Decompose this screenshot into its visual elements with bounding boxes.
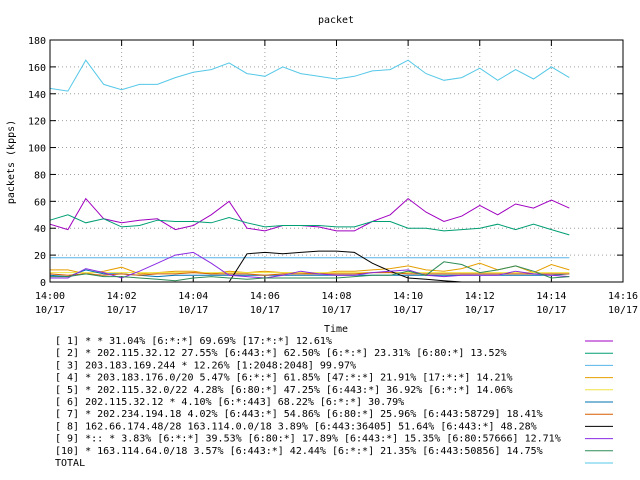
plot-frame — [49, 39, 624, 283]
y-tick-label: 120 — [28, 117, 46, 128]
y-tick-label: 160 — [28, 63, 46, 74]
y-tick-label: 60 — [34, 197, 46, 208]
x-tick-label-time: 14:12 — [465, 291, 495, 302]
series-line-11 — [49, 59, 570, 92]
x-tick-label-time: 14:14 — [536, 291, 566, 302]
series-line-1 — [49, 197, 570, 232]
x-axis-label: Time — [324, 324, 348, 335]
chart-title: packet — [318, 15, 354, 26]
legend-entry-2: [ 2] * 202.115.32.12 27.55% [6:443:*] 62… — [55, 348, 507, 359]
x-tick-label-time: 14:00 — [35, 291, 65, 302]
legend-entry-4: [ 4] * 203.183.176.0/20 5.47% [6:*:*] 61… — [55, 373, 513, 384]
legend: [ 1] * * 31.04% [6:*:*] 69.69% [17:*:*] … — [55, 336, 613, 469]
axis-ticks: 0 20 40 60 80 100 120 140 160 180 14:00 10/17 14:02 1… — [28, 36, 638, 316]
x-tick-label-time: 14:02 — [107, 291, 137, 302]
x-tick-label-date: 10/17 — [321, 305, 351, 316]
series-line-2 — [49, 214, 570, 236]
y-tick-label: 0 — [40, 278, 46, 289]
x-tick-label-date: 10/17 — [393, 305, 423, 316]
series-line-9 — [50, 251, 570, 279]
legend-entry-8: [ 8] 162.66.174.48/28 163.114.0.0/18 3.8… — [55, 421, 537, 432]
legend-entry-11: TOTAL — [55, 458, 85, 469]
y-tick-label: 180 — [28, 36, 46, 47]
x-tick-label-time: 14:04 — [178, 291, 208, 302]
series-line-10 — [50, 261, 570, 282]
legend-entry-5: [ 5] * 202.115.32.0/22 4.28% [6:80:*] 47… — [55, 385, 513, 396]
x-tick-label-date: 10/17 — [465, 305, 495, 316]
x-tick-label-date: 10/17 — [250, 305, 280, 316]
x-tick-label-date: 10/17 — [608, 305, 638, 316]
y-tick-label: 80 — [34, 170, 46, 181]
grid-lines — [50, 40, 623, 282]
legend-entry-7: [ 7] * 202.234.194.18 4.02% [6:443:*] 54… — [55, 409, 543, 420]
x-tick-label-time: 14:16 — [608, 291, 638, 302]
x-tick-label-date: 10/17 — [178, 305, 208, 316]
y-tick-label: 100 — [28, 144, 46, 155]
legend-entry-1: [ 1] * * 31.04% [6:*:*] 69.69% [17:*:*] … — [55, 336, 332, 347]
y-axis-label: packets (kpps) — [6, 120, 17, 204]
legend-entry-9: [ 9] *:: * 3.83% [6:*:*] 39.53% [6:80:*]… — [55, 434, 561, 445]
y-tick-label: 140 — [28, 90, 46, 101]
legend-entry-10: [10] * 163.114.64.0/18 3.57% [6:443:*] 4… — [55, 446, 543, 457]
series-lines — [49, 59, 570, 283]
x-tick-label-date: 10/17 — [107, 305, 137, 316]
x-tick-label-date: 10/17 — [35, 305, 65, 316]
x-tick-label-time: 14:10 — [393, 291, 423, 302]
x-tick-label-date: 10/17 — [536, 305, 566, 316]
legend-entry-6: [ 6] 202.115.32.12 * 4.10% [6:*:443] 68.… — [55, 397, 404, 408]
x-tick-label-time: 14:08 — [321, 291, 351, 302]
x-tick-label-time: 14:06 — [250, 291, 280, 302]
y-tick-label: 40 — [34, 224, 46, 235]
legend-entry-3: [ 3] 203.183.169.244 * 12.26% [1:2048:20… — [55, 360, 356, 371]
series-line-7 — [49, 272, 570, 276]
y-tick-label: 20 — [34, 251, 46, 262]
